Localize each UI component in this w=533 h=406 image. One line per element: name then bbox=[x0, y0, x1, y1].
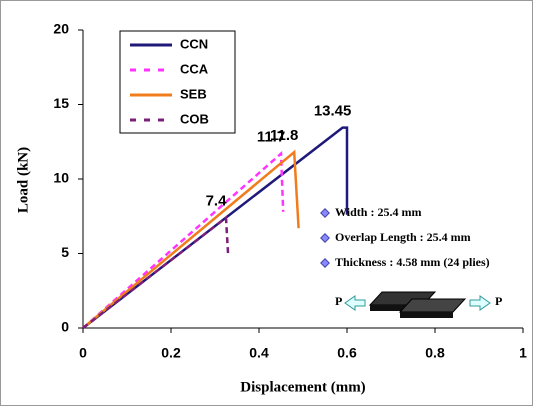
legend-label: COB bbox=[180, 111, 209, 126]
spec-text: Thickness : 4.58 mm (24 plies) bbox=[335, 255, 490, 269]
y-tick-label: 15 bbox=[53, 95, 69, 111]
y-tick-label: 5 bbox=[61, 244, 69, 260]
spec-text: Width : 25.4 mm bbox=[335, 205, 421, 219]
x-tick-label: 0.8 bbox=[425, 345, 445, 361]
x-tick-label: 1 bbox=[519, 345, 527, 361]
legend-label: CCA bbox=[180, 61, 209, 76]
value-label: 13.45 bbox=[314, 103, 352, 120]
y-axis-title: Load (kN) bbox=[15, 147, 31, 213]
x-tick-label: 0.2 bbox=[161, 345, 181, 361]
x-tick-label: 0.4 bbox=[249, 345, 269, 361]
force-label: P bbox=[335, 294, 342, 308]
spec-text: Overlap Length : 25.4 mm bbox=[335, 230, 471, 244]
legend-label: SEB bbox=[180, 86, 207, 101]
y-tick-label: 0 bbox=[61, 319, 69, 335]
y-tick-label: 10 bbox=[53, 170, 69, 186]
x-tick-label: 0 bbox=[79, 345, 87, 361]
value-label: 11.8 bbox=[270, 127, 298, 144]
x-tick-label: 0.6 bbox=[337, 345, 357, 361]
legend-label: CCN bbox=[180, 36, 208, 51]
x-axis-title: Displacement (mm) bbox=[240, 379, 365, 395]
y-tick-label: 20 bbox=[53, 21, 69, 37]
force-label: P bbox=[495, 294, 502, 308]
value-label: 7.4 bbox=[206, 193, 228, 210]
chart: Displacement (mm) Load (kN) 0 0.2 0.4 0.6 0.… bbox=[0, 0, 533, 406]
